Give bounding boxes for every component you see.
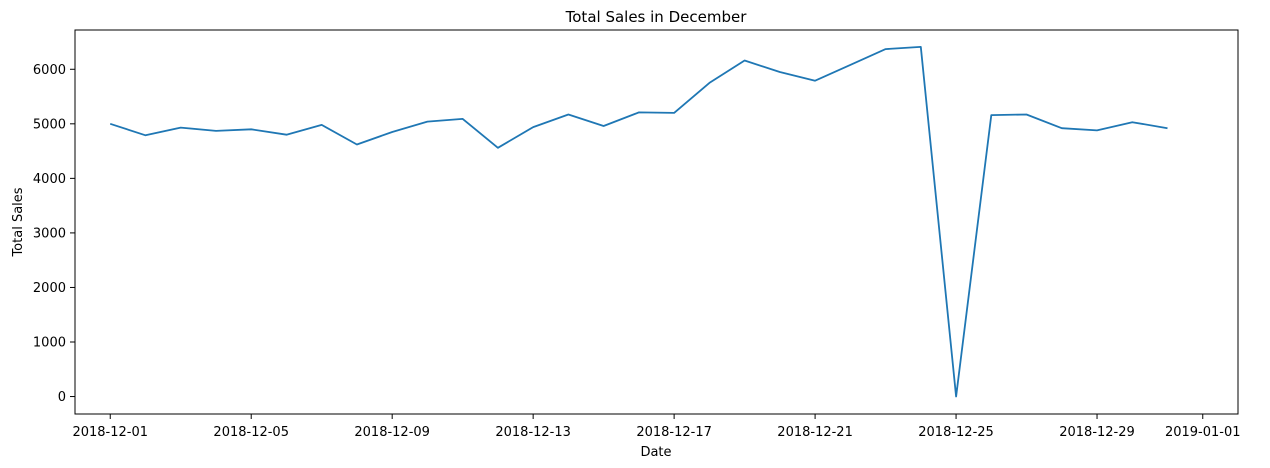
y-tick-label: 2000 — [33, 281, 66, 296]
x-tick-label: 2018-12-09 — [354, 425, 430, 440]
chart-title: Total Sales in December — [565, 8, 748, 26]
x-tick-label: 2018-12-01 — [72, 425, 148, 440]
x-tick-label: 2018-12-29 — [1059, 425, 1135, 440]
x-axis: 2018-12-01 2018-12-05 2018-12-09 2018-12-13… — [72, 414, 1241, 440]
y-axis-label: Total Sales — [11, 187, 26, 257]
x-tick-label: 2018-12-05 — [213, 425, 289, 440]
x-tick-label: 2018-12-21 — [777, 425, 853, 440]
y-tick-label: 3000 — [33, 226, 66, 241]
plot-frame — [74, 29, 1239, 415]
y-tick-label: 5000 — [33, 117, 66, 132]
x-tick-label: 2018-12-17 — [636, 425, 712, 440]
y-axis: 0 1000 2000 3000 4000 5000 6000 — [33, 63, 75, 405]
x-tick-label: 2019-01-01 — [1165, 425, 1241, 440]
y-tick-label: 1000 — [33, 336, 66, 351]
series-line — [109, 46, 1168, 398]
y-tick-label: 6000 — [33, 63, 66, 78]
y-tick-label: 4000 — [33, 172, 66, 187]
x-axis-label: Date — [640, 445, 671, 460]
x-tick-label: 2018-12-13 — [495, 425, 571, 440]
y-tick-label: 0 — [58, 390, 66, 405]
x-tick-label: 2018-12-25 — [918, 425, 994, 440]
